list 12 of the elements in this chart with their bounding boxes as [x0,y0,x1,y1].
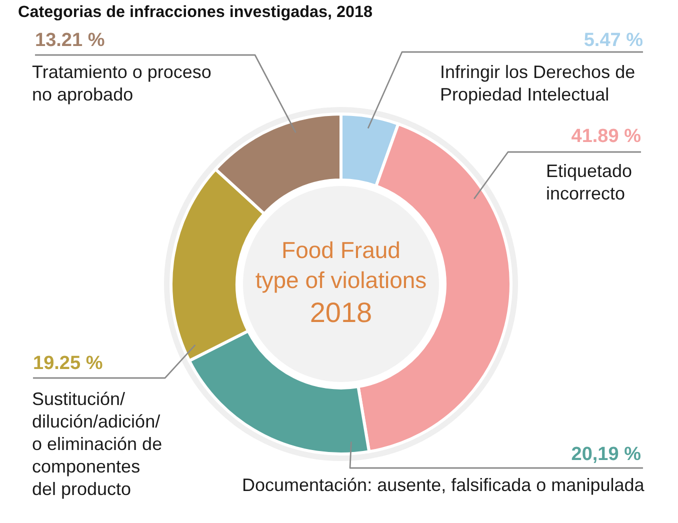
slice-label: Infringir los Derechos de Propiedad Intelectual [440,62,636,104]
data-label: 13.21 % [35,30,105,51]
slice-label: Etiquetado incorrecto [546,161,632,204]
slice-label: Sustitución/ dilución/adición/ o eliminación de componentes del producto [32,389,162,499]
data-label: 41.89 % [571,126,642,147]
data-label: 5.47 % [584,30,644,51]
slice-label: Tratamiento o proceso no aprobado [32,62,212,104]
text: Food Fraud type of violations 2018 [255,237,427,328]
data-label: 19.25 % [33,353,103,374]
slice-label: Documentación: ausente, falsificada o manipulada [242,475,646,495]
chart-title: Categorias de infracciones investigadas, 2018 [18,3,372,21]
data-label: 20,19 % [571,444,642,465]
